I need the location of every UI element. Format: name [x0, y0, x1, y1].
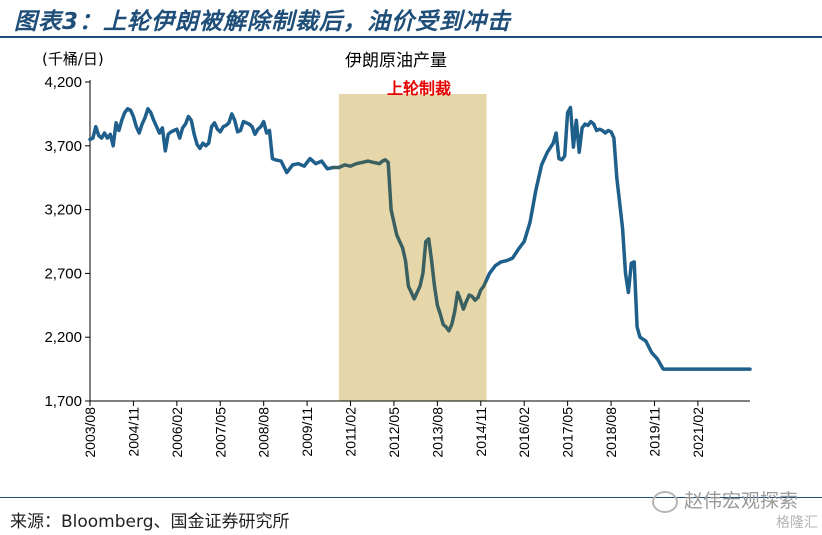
y-tick-label: 3,200	[44, 202, 82, 219]
oil-production-chart: 1,700 2,200 2,700 3,200 3,700 4,200 (千桶/日) 2003…	[42, 50, 752, 458]
x-tick-label: 2006/02	[169, 407, 185, 458]
x-tick-label: 2011/02	[343, 407, 359, 457]
watermark: 赵伟宏观探索	[651, 486, 798, 513]
header: 图表3：上轮伊朗被解除制裁后，油价受到冲击	[0, 0, 822, 38]
production-series-line	[484, 105, 752, 371]
x-tick-label: 2019/11	[646, 407, 662, 457]
watermark-text: 赵伟宏观探索	[683, 490, 798, 512]
x-tick-label: 2017/05	[560, 407, 576, 458]
x-tick-label: 2013/08	[429, 407, 445, 458]
wechat-icon	[651, 490, 678, 513]
footer-rule	[0, 497, 822, 498]
header-rule	[0, 36, 822, 38]
production-series-line	[331, 158, 489, 333]
x-tick-label: 2009/11	[299, 407, 315, 457]
sanction-period-shade	[338, 94, 487, 401]
x-tick-label: 2018/08	[603, 407, 619, 458]
chart-title: 伊朗原油产量	[345, 51, 447, 71]
y-tick-label: 3,700	[44, 138, 82, 155]
figure-title: 图表3：上轮伊朗被解除制裁后，油价受到冲击	[14, 9, 512, 35]
source-note: 来源：Bloomberg、国金证券研究所	[10, 512, 290, 532]
x-tick-label: 2012/05	[386, 407, 402, 458]
x-tick-label: 2008/08	[256, 407, 272, 458]
x-tick-label: 2021/02	[690, 407, 706, 458]
x-tick-label: 2004/11	[125, 407, 141, 457]
x-tick-label: 2003/08	[82, 407, 98, 458]
y-tick-label: 4,200	[44, 74, 82, 91]
y-tick-label: 2,200	[44, 329, 82, 346]
watermark-secondary: 格隆汇	[776, 515, 818, 531]
x-tick-label: 2007/05	[212, 407, 228, 458]
y-tick-label: 2,700	[44, 265, 82, 282]
sanction-label: 上轮制裁	[387, 79, 451, 98]
x-tick-label: 2014/11	[473, 407, 489, 457]
production-series-line	[88, 107, 335, 175]
y-axis-unit-label: (千桶/日)	[42, 50, 104, 68]
x-tick-label: 2016/02	[516, 407, 532, 458]
y-tick-label: 1,700	[44, 393, 82, 410]
